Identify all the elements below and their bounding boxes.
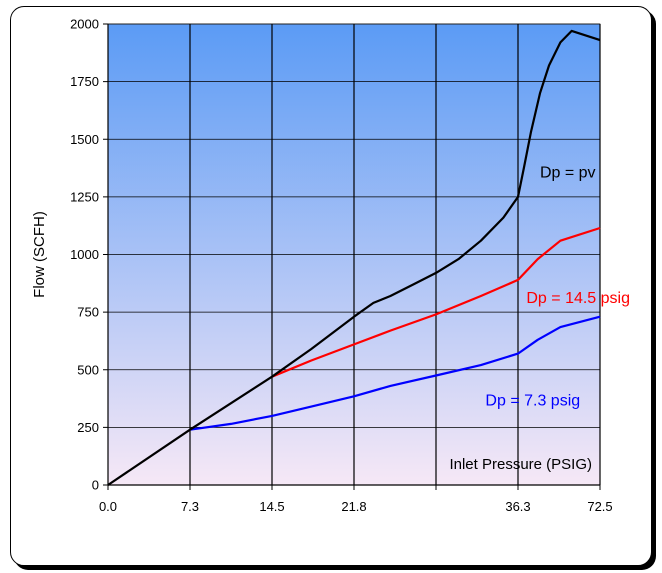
y-tick-label: 1500 [70,132,99,147]
x-tick-label: 72.5 [587,499,612,514]
series-line-1 [271,226,601,378]
y-tick-label: 1000 [70,247,99,262]
series-label-7-3: Dp = 7.3 psig [485,392,580,409]
x-tick-label: 0.0 [99,499,117,514]
series-layer [107,29,601,486]
y-tick-label: 1250 [70,189,99,204]
y-tick-label: 750 [77,305,99,320]
x-tick-label: 7.3 [181,499,199,514]
series-label-14-5: Dp = 14.5 psig [526,290,630,307]
y-axis-label: Flow (SCFH) [31,211,48,298]
x-tick-label: 36.3 [505,499,530,514]
series-line-2 [189,315,601,431]
y-tick-label: 0 [92,478,99,493]
y-tick-label: 2000 [70,17,99,32]
series-line-0 [107,29,601,486]
series-label-pv: Dp = pv [540,164,596,181]
x-tick-label: 14.5 [259,499,284,514]
y-tick-label: 500 [77,362,99,377]
y-tick-label: 1750 [70,74,99,89]
axes: 0 250 500 750 1000 1250 1500 1750 2000 0.0 7.3 14.5… [70,17,613,515]
x-axis-label: Inlet Pressure (PSIG) [449,456,592,473]
y-tick-label: 250 [77,420,99,435]
x-tick-label: 21.8 [341,499,366,514]
